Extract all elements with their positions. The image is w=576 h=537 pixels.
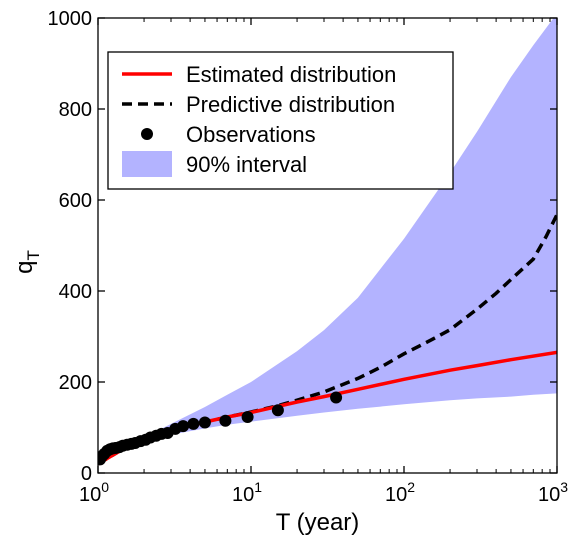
predictive-distribution-line [98,213,557,466]
x-axis-label: T (year) [276,509,360,536]
legend: Estimated distribution Predictive distrib… [107,51,454,190]
legend-swatch-observations [141,128,153,140]
legend-label: Observations [186,122,316,147]
x-tick-label: 100 [79,479,109,506]
observation-point [271,404,284,417]
x-tick-label: 102 [385,479,415,506]
observation-point [219,414,232,427]
interval-band [98,18,557,464]
legend-label: Predictive distribution [186,92,395,117]
observation-point [241,411,254,423]
axes-layer: 0 200 400 600 800 1000 100 101 102 103 T (year) qT [11,8,568,536]
y-tick-label: 0 [81,463,92,485]
y-axis-label: qT [11,250,43,274]
x-tick-label: 101 [232,479,262,506]
observation-point [198,416,211,429]
y-tick-label: 600 [59,190,92,212]
x-tick-label: 103 [538,479,568,506]
interval-layer [98,18,557,464]
y-tick-label: 800 [59,99,92,121]
observation-point [177,420,190,433]
y-tick-label: 1000 [48,8,93,30]
legend-label: Estimated distribution [186,62,396,87]
observation-point [330,391,343,404]
legend-swatch-interval [122,151,172,177]
series-layer [98,213,557,466]
legend-label: 90% interval [186,152,307,177]
y-tick-label: 400 [59,281,92,303]
observation-point [187,417,200,430]
plot-frame [97,17,558,474]
y-tick-label: 200 [59,372,92,394]
